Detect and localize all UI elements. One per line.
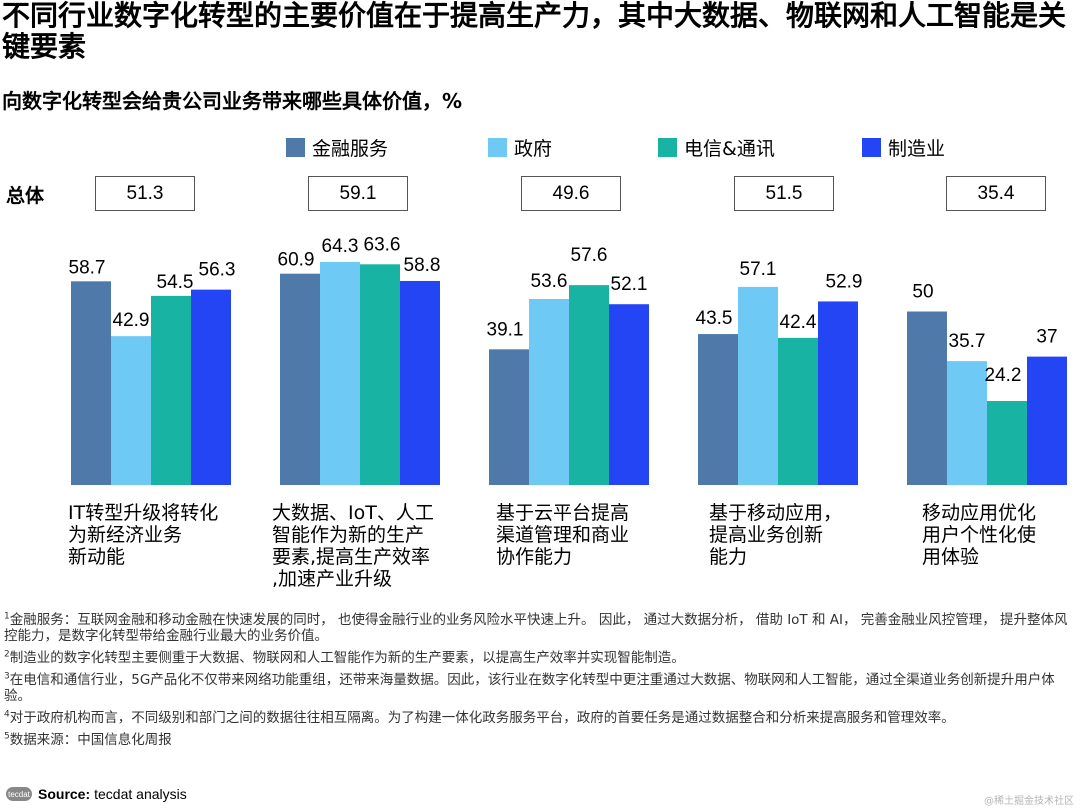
bar-finance [907, 311, 947, 485]
bar-telecom [569, 285, 609, 485]
total-box: 51.5 [734, 176, 834, 211]
data-label: 42.9 [113, 310, 150, 331]
legend-swatch-manufacturing [862, 138, 881, 157]
bar-manufacturing [191, 289, 231, 485]
footnote: 1金融服务：互联网金融和移动金融在快速发展的同时， 也使得金融行业的业务风险水平… [4, 611, 1068, 644]
bar-manufacturing [400, 280, 440, 485]
legend-label-government: 政府 [514, 138, 553, 160]
watermark: @稀土掘金技术社区 [984, 796, 1074, 807]
footnotes: 1金融服务：互联网金融和移动金融在快速发展的同时， 也使得金融行业的业务风险水平… [4, 612, 1074, 754]
bar-manufacturing [609, 304, 649, 485]
source-label: Source: [38, 786, 91, 802]
category-label: IT转型升级将转化 为新经济业务 新动能 [68, 502, 219, 568]
legend-item-government: 政府 [488, 134, 552, 161]
source-line: tecdat Source: tecdat analysis [6, 786, 187, 802]
data-label: 52.9 [826, 271, 863, 292]
data-label: 63.6 [364, 234, 401, 255]
data-label: 57.6 [571, 245, 608, 266]
footnote: 5数据来源：中国信息化周报 [4, 731, 172, 748]
footnote: 2制造业的数字化转型主要侧重于大数据、物联网和人工智能作为新的生产要素，以提高生… [4, 649, 685, 666]
legend-item-telecom: 电信&通讯 [658, 134, 775, 161]
data-label: 35.7 [949, 331, 986, 352]
data-label: 56.3 [199, 260, 236, 281]
bar-government [320, 261, 360, 485]
bar-chart: 58.7 60.9 39.1 43.5 50 42.9 64.3 53.6 57.1 35.7 54… [69, 234, 1067, 485]
bar-government [111, 336, 151, 485]
total-box: 59.1 [308, 176, 408, 211]
total-box: 51.3 [95, 176, 195, 211]
bar-manufacturing [818, 301, 858, 485]
category-label: 基于云平台提高 渠道管理和商业 协作能力 [496, 502, 630, 568]
data-label: 57.1 [740, 259, 777, 280]
category-label: 基于移动应用， 提高业务创新 能力 [709, 502, 843, 568]
category-label: 大数据、IoT、人工 智能作为新的生产 要素,提高生产效率 ,加速产业升级 [272, 502, 434, 590]
bar-government [738, 286, 778, 485]
bar-telecom [987, 401, 1027, 485]
bar-telecom [151, 295, 191, 485]
bar-finance [698, 334, 738, 485]
data-label: 58.8 [404, 255, 441, 276]
bar-government [529, 299, 569, 485]
legend-swatch-finance [286, 138, 305, 157]
total-box: 35.4 [946, 176, 1046, 211]
data-label: 52.1 [611, 274, 648, 295]
bar-finance [280, 273, 320, 485]
total-box: 49.6 [521, 176, 621, 211]
data-label: 50 [912, 282, 933, 303]
bar-finance [489, 349, 529, 485]
bar-telecom [360, 264, 400, 485]
data-label: 42.4 [780, 312, 817, 333]
data-label: 24.2 [985, 365, 1022, 386]
legend-label-finance: 金融服务 [312, 138, 389, 160]
data-label: 54.5 [157, 272, 194, 293]
category-label: 移动应用优化 用户个性化使 用体验 [922, 502, 1037, 568]
data-label: 37 [1036, 327, 1057, 348]
data-label: 43.5 [696, 308, 733, 329]
legend-label-telecom: 电信&通讯 [684, 138, 775, 160]
legend-item-finance: 金融服务 [286, 134, 388, 161]
footnote: 3在电信和通信行业，5G产品化不仅带来网络功能重组，还带来海量数据。因此，该行业… [4, 671, 1055, 704]
total-label: 总体 [6, 185, 45, 207]
legend-swatch-telecom [658, 138, 677, 157]
tecdat-logo: tecdat [6, 787, 32, 801]
source-text: tecdat analysis [94, 786, 187, 802]
bar-government [947, 361, 987, 485]
bar-finance [71, 281, 111, 485]
data-label: 53.6 [531, 271, 568, 292]
chart-subtitle: 向数字化转型会给贵公司业务带来哪些具体价值，% [2, 89, 463, 113]
data-label: 39.1 [487, 319, 524, 340]
footnote: 4对于政府机构而言，不同级别和部门之间的数据往往相互隔离。为了构建一体化政务服务… [4, 709, 955, 726]
bar-manufacturing [1027, 356, 1067, 485]
page-title: 不同行业数字化转型的主要价值在于提高生产力，其中大数据、物联网和人工智能是关键要… [2, 0, 1067, 63]
data-label: 64.3 [322, 236, 359, 257]
data-label: 60.9 [278, 250, 315, 271]
legend-item-manufacturing: 制造业 [862, 134, 945, 161]
data-label: 58.7 [69, 257, 106, 278]
legend-swatch-government [488, 138, 507, 157]
legend-label-manufacturing: 制造业 [888, 138, 946, 160]
bar-telecom [778, 337, 818, 485]
